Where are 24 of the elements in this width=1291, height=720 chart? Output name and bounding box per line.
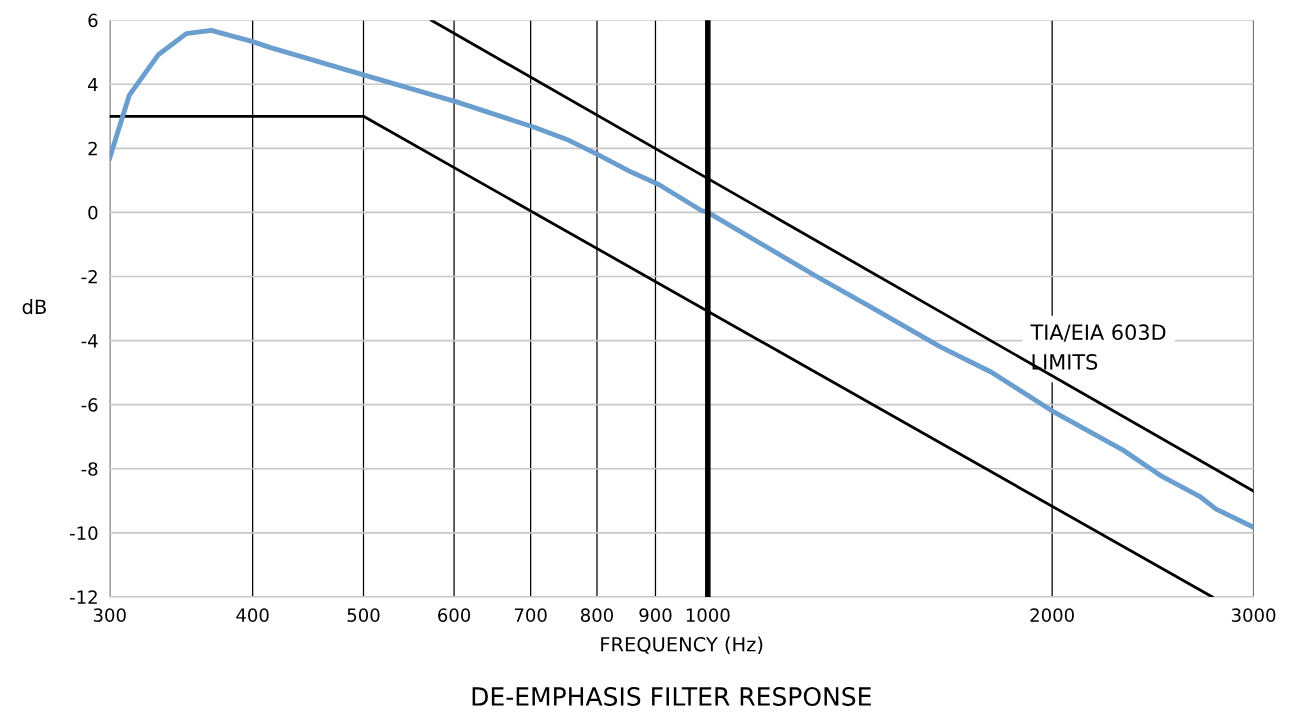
x-axis-title: FREQUENCY (Hz) [601, 636, 763, 654]
y-tick-label: 4 [88, 77, 98, 92]
x-tick-label: 700 [514, 608, 547, 622]
x-tick-label: 900 [639, 608, 672, 622]
y-tick-label: -6 [81, 398, 98, 412]
y-tick-label: -12 [70, 590, 97, 604]
y-tick-label: -8 [81, 462, 98, 476]
y-axis-title: dB [22, 299, 46, 315]
y-tick-label: 2 [88, 141, 97, 156]
x-tick-label: 3000 [1231, 608, 1276, 622]
x-tick-label: 600 [438, 608, 471, 622]
y-tick-label: -2 [81, 269, 97, 284]
y-tick-label: -4 [81, 334, 98, 348]
text: DE-EMPHASIS FILTER RESPONSE [472, 687, 871, 706]
x-tick-label: 300 [93, 608, 126, 622]
x-tick-label: 2000 [1030, 608, 1074, 622]
x-tick-label: 800 [580, 608, 613, 622]
y-tick-label: 0 [88, 205, 98, 220]
y-tick-label: -10 [70, 526, 98, 540]
x-tick-label: 500 [347, 608, 380, 622]
x-tick-label: 400 [236, 608, 269, 622]
y-tick-label: 6 [88, 13, 98, 28]
x-tick-label: 1000 [686, 608, 730, 622]
annotation: TIA/EIA 603D LIMITS [1030, 324, 1166, 370]
